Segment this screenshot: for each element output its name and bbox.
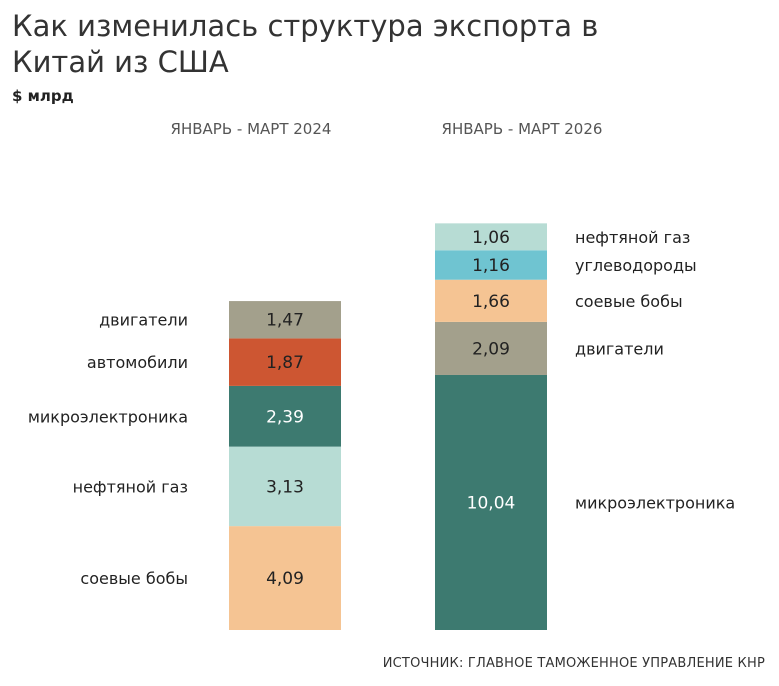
bar-segment-hydrocarbons-2 [435, 250, 547, 280]
value-label-cars-1: 1,87 [266, 353, 304, 373]
category-label-hydrocarbons-2: углеводороды [575, 256, 697, 275]
bar-segment-soybeans-2 [435, 279, 547, 322]
value-label-engines-2: 2,09 [472, 339, 510, 359]
bar-segment-engines-1 [229, 301, 341, 339]
category-label-microelectronics-2: микроэлектроника [575, 493, 735, 512]
value-label-soybeans-1: 4,09 [266, 569, 304, 589]
column-header-1: ЯНВАРЬ - МАРТ 2024 [171, 120, 332, 138]
value-label-petroleum-gas-1: 3,13 [266, 477, 304, 497]
value-label-engines-1: 1,47 [266, 311, 304, 331]
value-label-soybeans-2: 1,66 [472, 292, 510, 312]
category-label-engines-2: двигатели [575, 339, 664, 358]
bar-segment-petroleum-gas-1 [229, 446, 341, 527]
category-label-soybeans-1: соевые бобы [80, 569, 188, 588]
category-label-engines-1: двигатели [99, 311, 188, 330]
bar-segment-microelectronics-1 [229, 385, 341, 447]
category-label-petroleum-gas-1: нефтяной газ [73, 477, 188, 496]
bar-segment-engines-2 [435, 321, 547, 375]
category-label-cars-1: автомобили [87, 353, 188, 372]
bar-segment-cars-1 [229, 338, 341, 386]
value-label-microelectronics-1: 2,39 [266, 407, 304, 427]
value-label-microelectronics-2: 10,04 [467, 493, 516, 513]
category-label-petroleum-gas-2: нефтяной газ [575, 228, 690, 247]
bar-segment-microelectronics-2 [435, 374, 547, 630]
value-label-petroleum-gas-2: 1,06 [472, 228, 510, 248]
column-header-2: ЯНВАРЬ - МАРТ 2026 [442, 120, 603, 138]
unit-label: $ млрд [12, 87, 74, 105]
category-label-microelectronics-1: микроэлектроника [28, 407, 188, 426]
value-label-hydrocarbons-2: 1,16 [472, 256, 510, 276]
source-note: ИСТОЧНИК: ГЛАВНОЕ ТАМОЖЕННОЕ УПРАВЛЕНИЕ … [382, 656, 765, 671]
category-label-soybeans-2: соевые бобы [575, 292, 683, 311]
chart-title: Как изменилась структура экспорта в Кита… [12, 9, 599, 79]
bar-segment-soybeans-1 [229, 526, 341, 630]
bar-segment-petroleum-gas-2 [435, 223, 547, 251]
